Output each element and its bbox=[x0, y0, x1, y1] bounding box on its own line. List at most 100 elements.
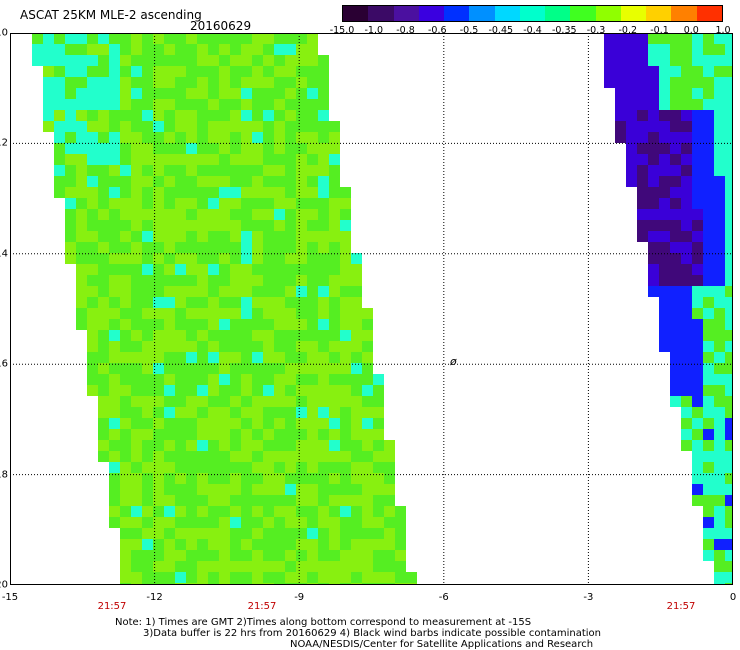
swath-cell bbox=[175, 363, 186, 374]
swath-cell bbox=[153, 297, 164, 308]
swath-cell bbox=[296, 198, 307, 209]
swath-cell bbox=[153, 517, 164, 528]
swath-cell bbox=[263, 187, 274, 198]
swath-cell bbox=[318, 407, 329, 418]
swath-cell bbox=[252, 264, 263, 275]
swath-cell bbox=[208, 539, 219, 550]
swath-cell bbox=[252, 418, 263, 429]
colorbar-tick-label: -0.45 bbox=[488, 25, 514, 36]
swath-cell bbox=[131, 484, 142, 495]
swath-cell bbox=[670, 44, 681, 55]
swath-cell bbox=[208, 88, 219, 99]
swath-cell bbox=[274, 242, 285, 253]
swath-cell bbox=[208, 440, 219, 451]
swath-cell bbox=[626, 44, 637, 55]
swath-cell bbox=[670, 264, 681, 275]
swath-cell bbox=[296, 550, 307, 561]
swath-cell bbox=[351, 308, 362, 319]
swath-cell bbox=[65, 253, 76, 264]
swath-cell bbox=[131, 231, 142, 242]
swath-cell bbox=[76, 253, 87, 264]
swath-cell bbox=[252, 440, 263, 451]
swath-cell bbox=[714, 110, 725, 121]
swath-cell bbox=[329, 297, 340, 308]
colorbar-tick-label: -0.4 bbox=[523, 25, 542, 36]
swath-cell bbox=[340, 209, 351, 220]
colorbar-tick-label: -1.0 bbox=[364, 25, 384, 36]
swath-cell bbox=[219, 33, 230, 44]
swath-cell bbox=[318, 539, 329, 550]
swath-cell bbox=[703, 528, 714, 539]
swath-cell bbox=[307, 363, 318, 374]
swath-cell bbox=[252, 396, 263, 407]
colorbar-tick-label: -0.35 bbox=[551, 25, 577, 36]
swath-cell bbox=[362, 308, 373, 319]
swath-cell bbox=[263, 132, 274, 143]
swath-cell bbox=[296, 176, 307, 187]
swath-cell bbox=[175, 407, 186, 418]
swath-cell bbox=[175, 429, 186, 440]
swath-cell bbox=[703, 330, 714, 341]
swath-cell bbox=[87, 77, 98, 88]
swath-cell bbox=[186, 286, 197, 297]
swath-cell bbox=[285, 528, 296, 539]
swath-cell bbox=[263, 286, 274, 297]
swath-cell bbox=[208, 495, 219, 506]
swath-cell bbox=[219, 550, 230, 561]
swath-cell bbox=[703, 275, 714, 286]
cross-marker: ø bbox=[450, 355, 457, 368]
swath-cell bbox=[120, 528, 131, 539]
swath-cell bbox=[142, 44, 153, 55]
swath-cell bbox=[384, 440, 395, 451]
swath-cell bbox=[98, 154, 109, 165]
swath-cell bbox=[648, 275, 659, 286]
swath-cell bbox=[164, 99, 175, 110]
swath-cell bbox=[142, 286, 153, 297]
swath-cell bbox=[241, 77, 252, 88]
swath-cell bbox=[219, 572, 230, 583]
swath-cell bbox=[208, 451, 219, 462]
swath-cell bbox=[65, 110, 76, 121]
swath-cell bbox=[703, 88, 714, 99]
swath-cell bbox=[32, 33, 43, 44]
swath-cell bbox=[351, 572, 362, 583]
swath-cell bbox=[725, 539, 733, 550]
swath-cell bbox=[109, 319, 120, 330]
swath-cell bbox=[703, 550, 714, 561]
swath-cell bbox=[98, 220, 109, 231]
swath-cell bbox=[208, 561, 219, 572]
swath-cell bbox=[164, 176, 175, 187]
swath-cell bbox=[648, 77, 659, 88]
swath-cell bbox=[120, 88, 131, 99]
swath-cell bbox=[307, 407, 318, 418]
swath-cell bbox=[142, 110, 153, 121]
swath-cell bbox=[285, 264, 296, 275]
swath-cell bbox=[252, 473, 263, 484]
swath-cell bbox=[329, 462, 340, 473]
swath-cell bbox=[142, 528, 153, 539]
swath-cell bbox=[109, 154, 120, 165]
swath-cell bbox=[164, 308, 175, 319]
swath-cell bbox=[725, 132, 733, 143]
swath-cell bbox=[681, 374, 692, 385]
swath-cell bbox=[230, 440, 241, 451]
swath-cell bbox=[219, 242, 230, 253]
swath-cell bbox=[274, 220, 285, 231]
swath-cell bbox=[252, 429, 263, 440]
swath-cell bbox=[230, 176, 241, 187]
swath-cell bbox=[692, 275, 703, 286]
swath-cell bbox=[186, 143, 197, 154]
swath-cell bbox=[153, 561, 164, 572]
swath-cell bbox=[241, 495, 252, 506]
swath-cell bbox=[164, 572, 175, 583]
swath-cell bbox=[219, 264, 230, 275]
swath-cell bbox=[197, 363, 208, 374]
swath-cell bbox=[252, 374, 263, 385]
swath-cell bbox=[615, 66, 626, 77]
swath-cell bbox=[197, 572, 208, 583]
swath-cell bbox=[285, 462, 296, 473]
swath-cell bbox=[241, 176, 252, 187]
swath-cell bbox=[340, 319, 351, 330]
swath-cell bbox=[681, 418, 692, 429]
swath-cell bbox=[230, 462, 241, 473]
